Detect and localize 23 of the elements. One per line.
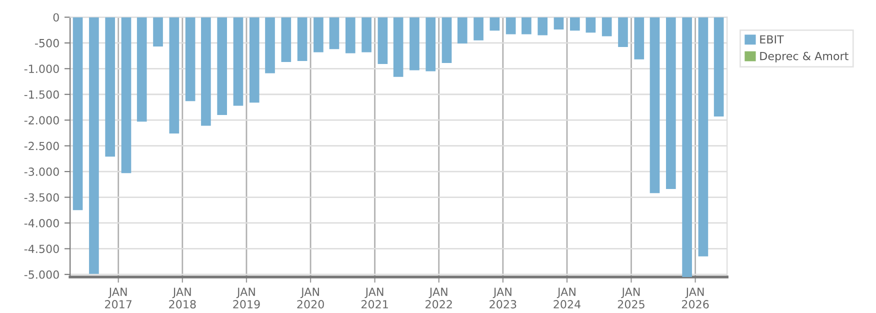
x-tick-label: JAN 2020	[297, 288, 324, 308]
x-tick-label: JAN 2017	[105, 288, 132, 308]
x-tick-label: JAN 2025	[618, 288, 644, 308]
y-tick-label: -4.000	[24, 218, 59, 228]
y-tick-label: -3.500	[24, 193, 59, 202]
y-tick-label: -2.500	[24, 142, 59, 150]
legend-label: Deprec & Amort	[760, 52, 848, 62]
y-tick-label: 0	[53, 13, 59, 22]
x-tick-label: JAN 2019	[233, 288, 260, 308]
x-tick-label: JAN 2026	[682, 288, 709, 308]
x-tick-label: JAN 2022	[426, 288, 452, 308]
x-tick-label: JAN 2024	[554, 288, 581, 308]
y-tick-label: -3.000	[24, 168, 59, 176]
x-tick-label: JAN 2021	[361, 288, 388, 308]
y-tick-label: -500	[34, 38, 59, 48]
y-tick-label: -1.500	[24, 90, 59, 99]
y-tick-label: -1.000	[24, 64, 59, 74]
y-tick-label: -4.500	[24, 244, 59, 254]
y-tick-label: -2.000	[24, 116, 59, 124]
y-tick-label: -5.000	[24, 270, 59, 279]
x-tick-label: JAN 2023	[490, 288, 516, 308]
x-tick-label: JAN 2018	[169, 288, 196, 308]
legend-label: EBIT	[760, 35, 784, 44]
